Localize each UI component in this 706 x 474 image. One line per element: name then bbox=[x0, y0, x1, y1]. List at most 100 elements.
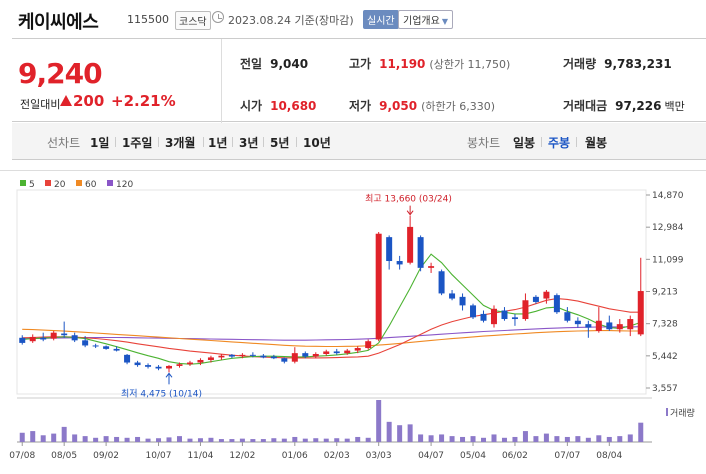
candle-body bbox=[417, 237, 424, 268]
tab-1-year[interactable]: 1년 bbox=[208, 136, 228, 150]
tab-weekly-candle[interactable]: 주봉 bbox=[548, 136, 571, 150]
low-label: 저가 bbox=[349, 99, 372, 113]
legend-label-20: 20 bbox=[54, 180, 66, 190]
tab-separator bbox=[232, 137, 233, 147]
low-annotation: 최저 4,475 (10/14) bbox=[121, 388, 202, 399]
candle-body bbox=[375, 233, 382, 340]
ma60-line bbox=[22, 328, 641, 348]
tab-10-years[interactable]: 10년 bbox=[303, 136, 331, 150]
volume-legend-swatch bbox=[666, 408, 668, 416]
tab-separator bbox=[576, 137, 577, 147]
open-cell: 시가 10,680 bbox=[240, 97, 316, 114]
volume-bar bbox=[501, 437, 507, 442]
legend-swatch-120 bbox=[107, 180, 113, 186]
volume-bar bbox=[512, 436, 518, 442]
candle-body bbox=[365, 341, 372, 349]
realtime-button[interactable]: 실시간 bbox=[363, 10, 399, 29]
volume-bar bbox=[93, 437, 99, 442]
x-tick-label: 09/02 bbox=[93, 451, 119, 461]
tab-1-day[interactable]: 1일 bbox=[90, 136, 110, 150]
legend-swatch-20 bbox=[45, 180, 51, 186]
tab-daily-candle[interactable]: 일봉 bbox=[513, 136, 536, 150]
tab-separator bbox=[203, 137, 204, 147]
volume-bar bbox=[481, 437, 487, 442]
volume-bar bbox=[543, 433, 549, 442]
current-price: 9,240 bbox=[18, 57, 103, 90]
volume-bar bbox=[596, 435, 602, 442]
x-tick-label: 08/05 bbox=[51, 451, 77, 461]
volume-bar bbox=[218, 439, 224, 442]
volume-bar bbox=[281, 438, 287, 442]
stock-code: 115500 bbox=[127, 13, 169, 26]
tab-separator bbox=[115, 137, 116, 147]
high-value: 11,190 bbox=[379, 57, 426, 71]
prev-close-cell: 전일 9,040 bbox=[240, 55, 308, 72]
volume-bar bbox=[292, 436, 298, 442]
volume-bar bbox=[460, 436, 466, 442]
volume-bar bbox=[334, 438, 340, 442]
turnover-label: 거래대금 bbox=[563, 99, 608, 113]
lower-limit: (하한가 6,330) bbox=[421, 100, 495, 113]
candle-body bbox=[197, 359, 204, 363]
tab-5-years[interactable]: 5년 bbox=[270, 136, 290, 150]
price-chart[interactable]: 5 20 60 120 14,870 12,984 11,099 9,213 7,328 5,44… bbox=[0, 170, 706, 474]
volume-bar bbox=[260, 439, 266, 442]
x-tick-label: 02/03 bbox=[324, 451, 350, 461]
candle-body bbox=[564, 312, 571, 321]
turnover-cell: 거래대금 97,226 백만 bbox=[563, 97, 685, 114]
candle-body bbox=[103, 346, 110, 349]
tab-1-week[interactable]: 1주일 bbox=[122, 136, 153, 150]
candle-body bbox=[323, 351, 330, 354]
volume-bar bbox=[418, 434, 424, 442]
candle-body bbox=[511, 317, 518, 320]
legend-label-5: 5 bbox=[29, 180, 35, 190]
candle-body bbox=[480, 313, 487, 321]
company-overview-dropdown[interactable]: 기업개요 ▼ bbox=[398, 10, 453, 29]
tab-separator bbox=[296, 137, 297, 147]
candle-body bbox=[145, 365, 152, 367]
open-value: 10,680 bbox=[270, 99, 317, 113]
volume-bar bbox=[271, 438, 277, 442]
candle-body bbox=[155, 366, 162, 369]
company-overview-label: 기업개요 bbox=[403, 16, 440, 27]
x-tick-label: 10/07 bbox=[146, 451, 172, 461]
legend-swatch-60 bbox=[76, 180, 82, 186]
candle-body bbox=[124, 354, 131, 363]
up-arrow-icon bbox=[60, 95, 72, 106]
ma20-line bbox=[22, 298, 641, 359]
candle-body bbox=[585, 324, 592, 328]
volume-bar bbox=[554, 436, 560, 442]
tab-3-months[interactable]: 3개월 bbox=[165, 136, 196, 150]
candle-body bbox=[218, 355, 225, 358]
price-plot-frame bbox=[16, 189, 647, 395]
tab-monthly-candle[interactable]: 월봉 bbox=[585, 136, 608, 150]
turnover-unit: 백만 bbox=[664, 100, 685, 113]
open-label: 시가 bbox=[240, 99, 263, 113]
x-tick-label: 08/04 bbox=[596, 451, 622, 461]
candle-body bbox=[428, 266, 435, 268]
volume-bar bbox=[187, 438, 193, 442]
candle-body bbox=[82, 340, 89, 346]
volume-bar bbox=[30, 431, 36, 442]
stock-name[interactable]: 케이씨에스 bbox=[18, 12, 99, 33]
candle-body bbox=[249, 354, 256, 356]
candle-body bbox=[522, 300, 529, 320]
candle-body bbox=[386, 237, 393, 262]
volume-bar bbox=[250, 439, 256, 442]
volume-bar bbox=[239, 438, 245, 442]
candle-body bbox=[260, 355, 267, 358]
candle-body bbox=[302, 353, 309, 357]
volume-bar bbox=[365, 437, 371, 442]
volume-bar bbox=[323, 438, 329, 442]
volume-bar bbox=[585, 437, 591, 442]
volume-value: 9,783,231 bbox=[604, 57, 672, 71]
high-arrow-head bbox=[406, 210, 414, 216]
volume-bar bbox=[439, 434, 445, 442]
upper-limit: (상한가 11,750) bbox=[429, 58, 511, 71]
volume-bar bbox=[617, 436, 623, 442]
tab-3-years[interactable]: 3년 bbox=[239, 136, 259, 150]
prev-close-value: 9,040 bbox=[270, 57, 309, 71]
low-value: 9,050 bbox=[379, 99, 418, 113]
volume-bar bbox=[51, 433, 57, 442]
candle-body bbox=[61, 333, 68, 336]
